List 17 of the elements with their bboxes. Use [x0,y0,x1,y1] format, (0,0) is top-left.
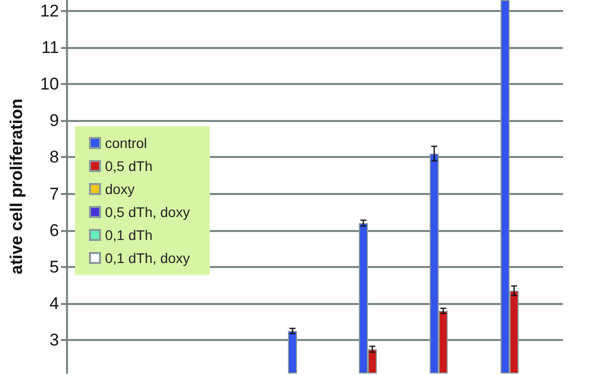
y-tick-label: 5 [50,257,59,276]
y-tick-label: 8 [50,148,59,167]
y-axis-title: ative cell proliferation [7,98,26,274]
y-tick-label: 4 [50,294,59,314]
legend-label: 0,5 dTh, doxy [105,204,190,220]
y-tick-label: 7 [50,184,59,204]
y-tick-label: 11 [41,38,59,58]
y-tick-label: 12 [40,1,59,20]
legend-label: 0,1 dTh [105,227,152,243]
legend-label: control [105,135,148,151]
y-tick-label: 3 [50,330,59,350]
legend-label: 0,1 dTh, doxy [105,250,190,266]
y-tick-label: 9 [50,111,59,130]
y-tick-label: 6 [50,220,59,240]
legend-label: 0,5 dTh [105,158,152,174]
y-tick-label: 10 [40,74,59,94]
legend-label: doxy [105,181,135,197]
